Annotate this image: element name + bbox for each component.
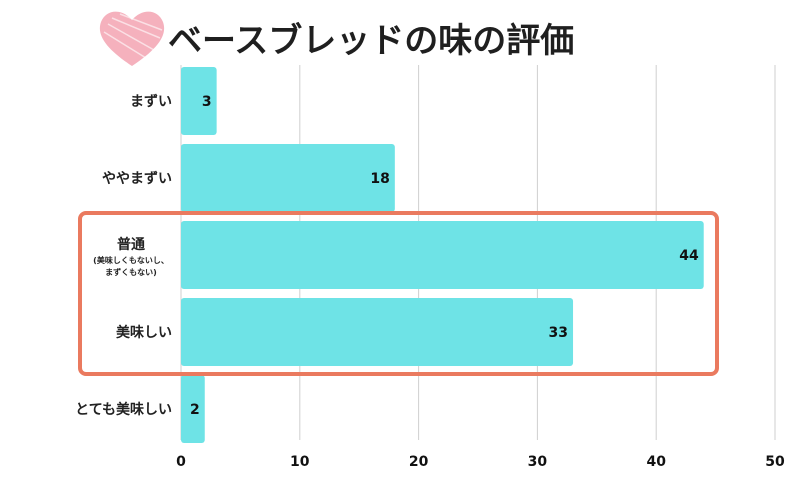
category-label: とても美味しい: [75, 401, 172, 418]
bar: [181, 375, 205, 443]
bar: [181, 144, 395, 212]
data-label: 18: [370, 171, 389, 187]
category-label: 美味しい: [116, 324, 172, 341]
bar: [181, 221, 704, 289]
data-label: 3: [202, 94, 212, 110]
heart-icon: [99, 11, 165, 66]
bar: [181, 298, 574, 366]
category-label: ややまずい: [102, 170, 172, 187]
x-tick-label: 10: [290, 454, 310, 470]
chart-title: ベースブレッドの味の評価: [168, 21, 574, 61]
title-group: ベースブレッドの味の評価: [99, 11, 574, 66]
data-label: 2: [190, 402, 200, 418]
highlight-box: [78, 211, 719, 376]
x-tick-label: 50: [765, 454, 785, 470]
bars: [181, 67, 704, 443]
x-tick-label: 20: [409, 454, 429, 470]
data-label: 33: [549, 325, 568, 341]
category-sublabel: まずくもない): [105, 267, 157, 277]
x-tick-labels: 0 10 20 30 40 50: [176, 454, 785, 470]
data-label: 44: [679, 248, 699, 264]
x-tick-label: 40: [646, 454, 666, 470]
bar: [181, 67, 217, 135]
heart-icon-texture: [103, 13, 163, 59]
category-label: まずい: [130, 93, 172, 110]
category-sublabel: (美味しくもないし、: [93, 255, 169, 265]
x-tick-label: 30: [528, 454, 548, 470]
value-labels: 3 18 44 33 2: [190, 94, 699, 418]
grid: [180, 65, 776, 440]
category-label: 普通: [117, 236, 145, 253]
x-tick-label: 0: [176, 454, 186, 470]
